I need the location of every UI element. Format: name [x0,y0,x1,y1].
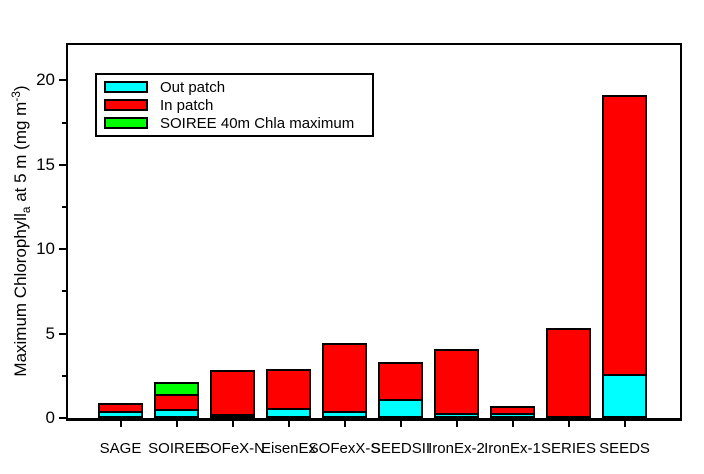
legend-label: In patch [160,96,214,114]
y-major-tick [59,163,66,166]
y-tick-label: 15 [36,154,55,174]
out-patch-swatch-icon [104,81,148,93]
bar-segment-ironex-1-in-patch [490,405,535,415]
y-tick-label: 20 [36,70,55,90]
x-category-label: SEEDS [599,440,650,457]
x-tick [623,421,626,427]
x-category-label: SOFeX-N [199,440,265,457]
y-axis-title-subscript: a [19,206,33,214]
bar-segment-sofex-n-in-patch [210,370,255,417]
bar-segment-soiree-in-patch [154,394,199,412]
legend-label: Out patch [160,78,226,96]
bar-segment-seedsii-in-patch [378,362,423,402]
x-category-label: SAGE [99,440,142,457]
x-tick [511,421,514,427]
y-axis-title-main: Maximum Chlorophyll [11,213,30,377]
x-category-label: SERIES [540,440,597,457]
x-tick [343,421,346,427]
x-category-label: SEEDSII [370,440,431,457]
x-tick [175,421,178,427]
bar-segment-eisenex-in-patch [266,368,311,410]
y-tick-label: 0 [45,408,55,427]
y-major-tick [59,79,66,82]
bar-segment-soiree-soiree-40m-chla-maximum [154,382,199,397]
y-tick-label: 5 [45,323,55,343]
x-tick [231,421,234,427]
x-tick [455,421,458,427]
x-category-label: IronEx-1 [484,440,541,457]
y-axis-title-units: at 5 m (mg m [11,101,30,207]
y-tick-label: 10 [36,239,55,259]
y-axis-title-superscript: -3 [9,91,23,102]
x-tick [287,421,290,427]
legend-item-out-patch: Out patch [104,79,372,96]
x-category-label: IronEx-2 [428,440,485,457]
x-tick [567,421,570,427]
x-category-label: SOFexX-S [308,440,381,457]
bar-segment-seeds-in-patch [602,95,647,376]
bar-segment-sage-in-patch [98,403,143,413]
y-major-tick [59,248,66,251]
x-category-label: SOIREE [148,440,205,457]
legend-item-soiree-max: SOIREE 40m Chla maximum [104,115,372,132]
bar-segment-ironex-2-in-patch [434,348,479,415]
y-minor-tick [62,374,66,377]
x-category-label: EisenEx [260,440,317,457]
legend-label: SOIREE 40m Chla maximum [160,114,355,132]
legend-box: Out patch In patch SOIREE 40m Chla maxim… [95,73,374,137]
bar-segment-sofexx-s-in-patch [322,343,367,413]
x-tick [399,421,402,427]
bar-segment-seedsii-out-patch [378,399,423,418]
in-patch-swatch-icon [104,99,148,111]
y-major-tick [59,417,66,419]
plot-area: Out patch In patch SOIREE 40m Chla maxim… [66,43,682,421]
y-minor-tick [62,206,66,209]
soiree-max-swatch-icon [104,117,148,129]
legend-item-in-patch: In patch [104,97,372,114]
bar-segment-seeds-out-patch [602,373,647,418]
y-major-tick [59,332,66,335]
bar-segment-series-in-patch [546,328,591,418]
y-minor-tick [62,290,66,293]
y-minor-tick [62,121,66,124]
x-tick [119,421,122,427]
